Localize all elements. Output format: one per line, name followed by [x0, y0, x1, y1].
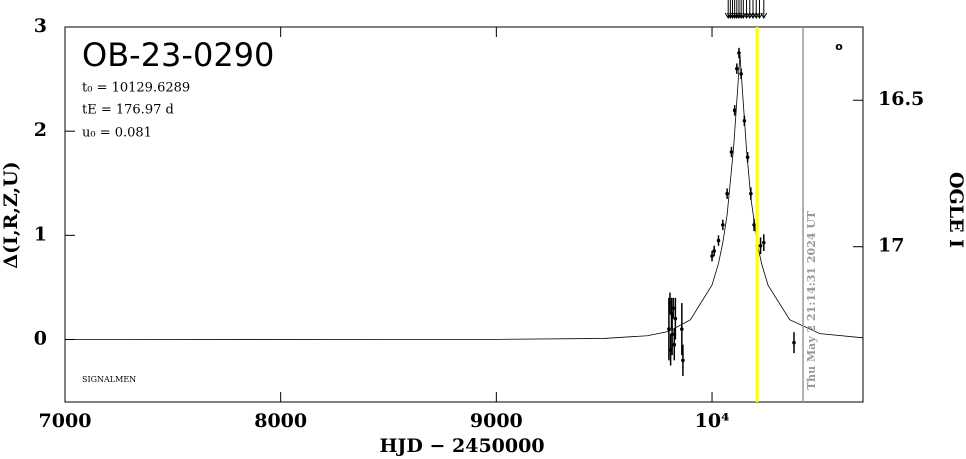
y-axis-label: Δ(I,R,Z,U)	[0, 161, 22, 268]
observation-arrow	[756, 0, 763, 19]
data-point	[680, 327, 684, 331]
data-point	[673, 316, 678, 321]
x-tick-label: 10⁴	[695, 410, 730, 432]
data-point	[729, 150, 734, 154]
x-tick-label: 9000	[470, 410, 523, 432]
data-point	[739, 72, 743, 76]
observation-arrow	[746, 0, 754, 19]
y2-tick-label: 17	[878, 235, 904, 257]
data-point	[672, 342, 677, 347]
model-curve	[64, 54, 864, 340]
data-point	[681, 358, 685, 363]
data-point	[716, 238, 721, 243]
y2-tick-label: 16.5	[878, 88, 924, 110]
chart-title: OB-23-0290	[82, 36, 274, 74]
x-axis-label: HJD − 2450000	[379, 435, 544, 457]
data-point	[732, 108, 737, 113]
parameter: u₀ = 0.081	[82, 126, 152, 141]
credit: SIGNALMEN	[82, 375, 136, 384]
data-point	[725, 191, 729, 196]
observation-arrow	[743, 0, 750, 19]
data-point	[735, 66, 739, 71]
data-point	[667, 327, 671, 331]
observation-arrow	[749, 0, 757, 19]
data-point	[758, 243, 763, 248]
data-point	[749, 191, 753, 196]
data-point	[737, 51, 741, 55]
data-point	[745, 155, 750, 160]
y-tick-label: 3	[34, 15, 47, 37]
corner-mark: o	[835, 40, 843, 53]
data-point	[792, 340, 796, 345]
observation-arrow	[760, 0, 768, 19]
observation-arrow	[752, 0, 760, 19]
timestamp: Thu May 2 21:14:31 2024 UT	[805, 210, 818, 390]
data-point	[671, 306, 676, 311]
x-tick-label: 8000	[254, 410, 307, 432]
data-point	[742, 118, 747, 123]
y2-axis-label: OGLE I	[945, 172, 966, 248]
data-point	[752, 223, 756, 227]
data-point	[710, 254, 714, 258]
parameter: tE = 176.97 d	[82, 103, 174, 118]
data-point	[712, 249, 716, 253]
data-point	[761, 240, 766, 245]
y-tick-label: 1	[34, 223, 47, 245]
data-point	[721, 223, 725, 227]
plot-frame	[64, 26, 864, 403]
y-tick-label: 0	[34, 328, 47, 350]
y-tick-label: 2	[34, 119, 47, 141]
x-tick-label: 7000	[39, 410, 92, 432]
data-point	[670, 332, 674, 337]
parameter: t₀ = 10129.6289	[82, 81, 190, 96]
observation-arrow	[739, 0, 747, 19]
